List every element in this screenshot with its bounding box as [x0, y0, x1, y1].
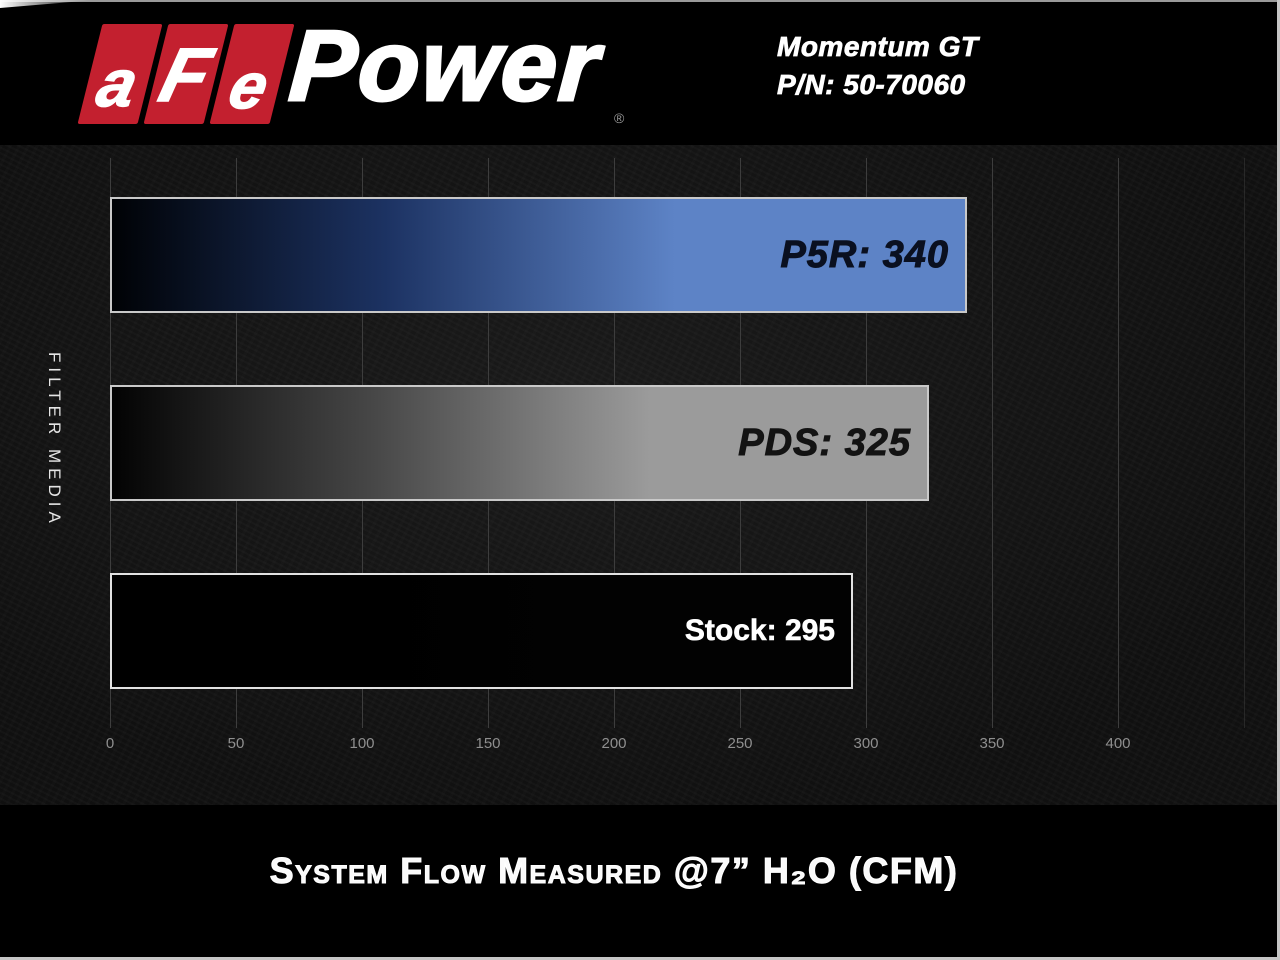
bar-label-stock: Stock: 295: [684, 614, 836, 648]
product-info: Momentum GT P/N: 50-70060: [777, 28, 979, 104]
gridline: [1244, 158, 1245, 728]
header-band: a F e Power ® Momentum GT P/N: 50-70060: [0, 0, 1280, 145]
part-number: P/N: 50-70060: [777, 69, 966, 101]
afe-power-logo: a F e Power ®: [28, 6, 628, 140]
x-tick-label: 300: [853, 735, 879, 752]
x-tick-label: 50: [227, 735, 245, 752]
product-name: Momentum GT: [777, 31, 979, 63]
x-tick-label: 100: [349, 735, 375, 752]
gridline: [1118, 158, 1119, 728]
bar-p5r: P5R: 340: [110, 197, 967, 313]
bar-label-pds: PDS: 325: [738, 421, 911, 464]
bar-label-p5r: P5R: 340: [780, 233, 949, 276]
photo-edge-right: [1277, 0, 1280, 960]
bar-pds: PDS: 325: [110, 385, 929, 501]
bar-stock: Stock: 295: [110, 573, 853, 689]
photo-corner-artifact: [0, 0, 95, 8]
photo-edge-top: [0, 0, 1280, 2]
x-tick-label: 350: [979, 735, 1005, 752]
gridline: [992, 158, 993, 728]
y-axis-label: FILTER MEDIA: [45, 352, 64, 528]
registered-trademark-icon: ®: [614, 110, 625, 126]
x-tick-label: 250: [727, 735, 753, 752]
x-tick-label: 200: [601, 735, 627, 752]
x-tick-label: 400: [1105, 735, 1131, 752]
chart-title: System Flow Measured @7” H₂O (CFM): [269, 850, 959, 892]
photo-edge-bottom: [0, 957, 1280, 960]
x-tick-label: 150: [475, 735, 501, 752]
x-tick-label: 0: [105, 735, 115, 752]
